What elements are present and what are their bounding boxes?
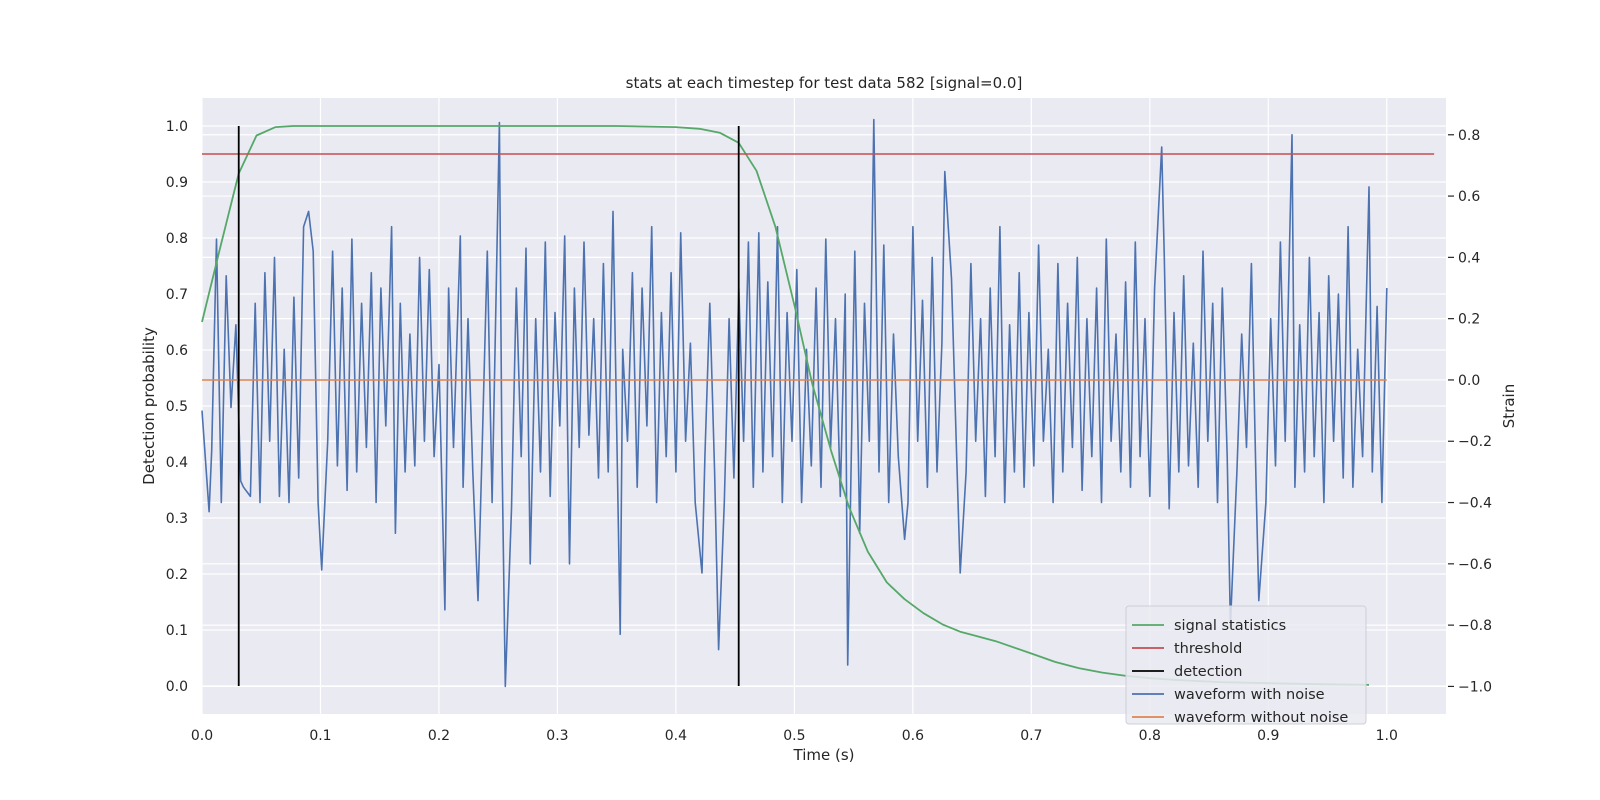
y-left-tick-label: 0.1: [166, 623, 188, 639]
series-waveform-with-noise: [201, 118, 1388, 688]
x-tick-label: 0.0: [191, 728, 213, 744]
y-left-tick-label: 1.0: [166, 119, 188, 135]
y-right-tick-label: −0.6: [1458, 557, 1492, 573]
y-left-tick-label: 0.8: [166, 231, 188, 247]
x-tick-label: 0.3: [546, 728, 568, 744]
y-left-tick-label: 0.5: [166, 399, 188, 415]
y-left-tick-label: 0.2: [166, 567, 188, 583]
y-right-tick-label: 0.0: [1458, 373, 1480, 389]
y-axis-right-label: Strain: [1500, 384, 1518, 428]
y-right-tick-label: −1.0: [1458, 679, 1492, 695]
legend-box: [1125, 605, 1367, 725]
x-tick-label: 0.4: [665, 728, 687, 744]
x-tick-label: 0.9: [1257, 728, 1279, 744]
y-left-tick-label: 0.6: [166, 343, 188, 359]
x-tick-label: 0.1: [309, 728, 331, 744]
y-right-tick-label: −0.2: [1458, 434, 1492, 450]
y-left-tick-label: 0.7: [166, 287, 188, 303]
y-right-tick-label: 0.6: [1458, 189, 1480, 205]
legend-entry-label: detection: [1174, 664, 1242, 680]
legend-entry-label: signal statistics: [1174, 618, 1286, 634]
x-tick-label: 0.8: [1139, 728, 1161, 744]
legend-entry-label: waveform with noise: [1174, 687, 1325, 703]
tick-labels: 0.0 0.1 0.2 0.3 0.4 0.5 0.6 0.7 0.8 0.9 1.0 0.0 0.1 0…: [166, 119, 1492, 744]
y-axis-left-label: Detection probability: [140, 327, 158, 485]
y-right-tick-label: 0.2: [1458, 312, 1480, 328]
y-left-tick-label: 0.0: [166, 679, 188, 695]
x-tick-label: 0.7: [1020, 728, 1042, 744]
y-right-tick-label: 0.4: [1458, 250, 1480, 266]
y-left-tick-label: 0.3: [166, 511, 188, 527]
x-tick-label: 0.2: [428, 728, 450, 744]
x-tick-label: 1.0: [1376, 728, 1398, 744]
y-right-tick-label: −0.8: [1458, 618, 1492, 634]
y-right-tick-label: −0.4: [1458, 496, 1492, 512]
legend-entry-label: threshold: [1174, 641, 1242, 657]
x-tick-label: 0.6: [902, 728, 924, 744]
legend: signal statistics threshold detection wavef…: [1125, 605, 1367, 726]
chart-title: stats at each timestep for test data 582…: [626, 74, 1023, 92]
y-left-tick-label: 0.9: [166, 175, 188, 191]
y-left-tick-label: 0.4: [166, 455, 188, 471]
y-right-tick-label: 0.8: [1458, 128, 1480, 144]
legend-entry-label: waveform without noise: [1174, 710, 1348, 726]
x-tick-label: 0.5: [783, 728, 805, 744]
x-axis-label: Time (s): [793, 746, 855, 764]
